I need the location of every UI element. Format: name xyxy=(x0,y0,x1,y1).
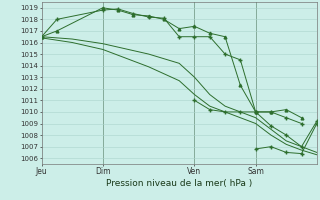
X-axis label: Pression niveau de la mer( hPa ): Pression niveau de la mer( hPa ) xyxy=(106,179,252,188)
